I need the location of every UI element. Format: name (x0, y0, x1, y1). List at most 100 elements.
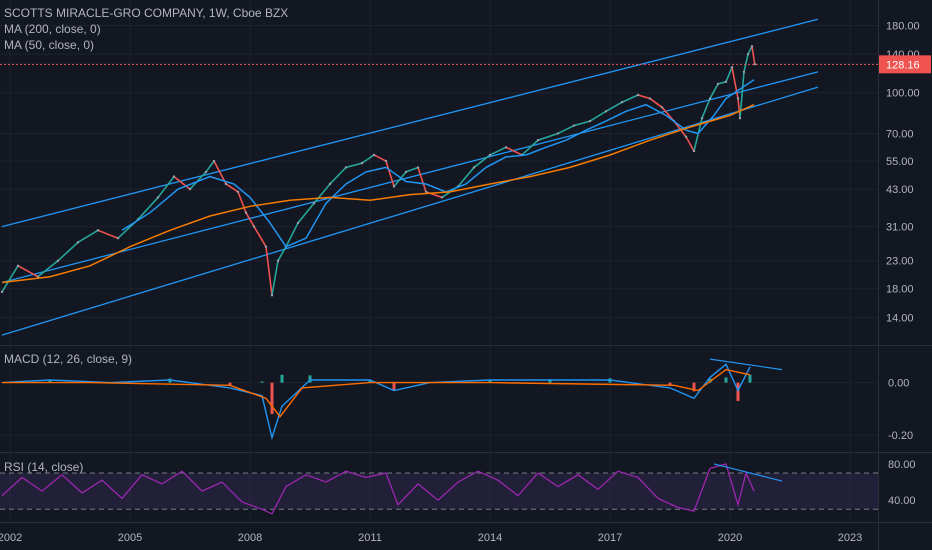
macd-pane (1, 358, 783, 441)
price-point (312, 202, 316, 205)
ma200-line (1, 104, 755, 284)
moving-averages (1, 79, 755, 284)
time-tick-label: 2005 (118, 532, 142, 544)
price-tick-label: 70.00 (886, 128, 914, 140)
price-point (264, 245, 268, 248)
price-segment (345, 162, 363, 169)
price-point (472, 166, 476, 169)
price-tick-label: 31.00 (886, 222, 914, 234)
price-point (236, 190, 240, 194)
price-point (424, 190, 428, 194)
price-point (344, 166, 348, 169)
price-segment (313, 183, 331, 204)
price-segment (557, 124, 575, 135)
macd-tick-label: 0.00 (888, 378, 909, 390)
chart-title: SCOTTS MIRACLE-GRO COMPANY, 1W, Cboe BZX (4, 6, 289, 20)
price-point (172, 175, 176, 178)
price-segment (605, 101, 623, 112)
price-segment (717, 81, 727, 85)
price-point (746, 53, 750, 56)
price-point (96, 229, 100, 232)
macd-tick-label: -0.20 (888, 430, 913, 442)
price-point (742, 70, 746, 74)
price-axis: 180.00140.00100.0070.0055.0043.0031.0023… (886, 21, 920, 508)
price-tick-label: 18.00 (886, 284, 914, 296)
price-segment (743, 54, 749, 73)
price-point (660, 106, 664, 109)
price-point (716, 82, 720, 86)
rsi-legend: RSI (14, close) (4, 460, 84, 474)
price-segment (725, 66, 733, 83)
last-price-marker: 128.16 (0, 55, 931, 74)
price-segment (277, 246, 287, 262)
price-point (753, 63, 756, 66)
rsi-pane (1, 463, 783, 515)
channel-lower-line (1, 86, 819, 336)
price-tick-label: 55.00 (886, 156, 914, 168)
price-segment (661, 106, 675, 122)
rsi-band (0, 472, 878, 510)
price-segment (505, 146, 523, 156)
price-point (384, 159, 388, 163)
price-point (204, 170, 208, 174)
rsi-tick-label: 80.00 (888, 459, 916, 471)
price-point (276, 259, 280, 262)
price-segment (97, 229, 119, 239)
price-point (252, 225, 256, 228)
price-segment (237, 191, 247, 213)
price-point (504, 146, 508, 149)
price-point (648, 97, 652, 100)
price-segment (751, 46, 756, 65)
rsi-line (1, 463, 755, 515)
price-point (244, 211, 248, 214)
rsi-band-fill (0, 472, 878, 510)
price-segment (621, 94, 639, 103)
price-segment (649, 97, 663, 108)
macd-line (1, 363, 751, 441)
price-segment (77, 229, 99, 244)
price-tick-label: 180.00 (886, 21, 920, 33)
price-point (684, 135, 688, 138)
price-segment (405, 166, 419, 173)
price-segment (731, 67, 739, 99)
price-point (56, 259, 60, 262)
price-point (724, 80, 728, 83)
price-point (372, 153, 376, 157)
price-point (738, 117, 742, 120)
price-point (270, 294, 274, 297)
price-segment (417, 167, 427, 193)
price-point (224, 182, 228, 186)
price-segment (137, 196, 159, 220)
price-segment (1, 265, 19, 293)
price-segment (573, 120, 591, 127)
price-point (416, 166, 420, 169)
price-point (620, 101, 624, 104)
macd-signal-line (2, 368, 751, 418)
price-segment (157, 176, 175, 198)
trend-channel (1, 18, 819, 336)
price-point (188, 187, 192, 191)
price-point (296, 221, 300, 225)
price-segment (173, 175, 191, 190)
time-tick-label: 2020 (718, 532, 742, 544)
price-segment (205, 160, 215, 173)
time-tick-label: 2023 (838, 532, 862, 544)
price-point (556, 132, 560, 135)
price-point (488, 153, 492, 157)
time-tick-label: 2017 (598, 532, 622, 544)
price-point (750, 45, 754, 48)
price-segment (747, 45, 753, 55)
time-tick-label: 2014 (478, 532, 502, 544)
price-segment (457, 166, 475, 188)
time-tick-label: 2002 (0, 532, 22, 544)
price-segment (271, 260, 279, 296)
ma200-legend: MA (200, close, 0) (4, 22, 101, 36)
price-segment (701, 98, 711, 119)
price-point (328, 182, 332, 186)
price-segment (285, 222, 299, 248)
price-tick-label: 23.00 (886, 256, 914, 268)
price-point (604, 110, 608, 113)
price-point (360, 161, 364, 165)
